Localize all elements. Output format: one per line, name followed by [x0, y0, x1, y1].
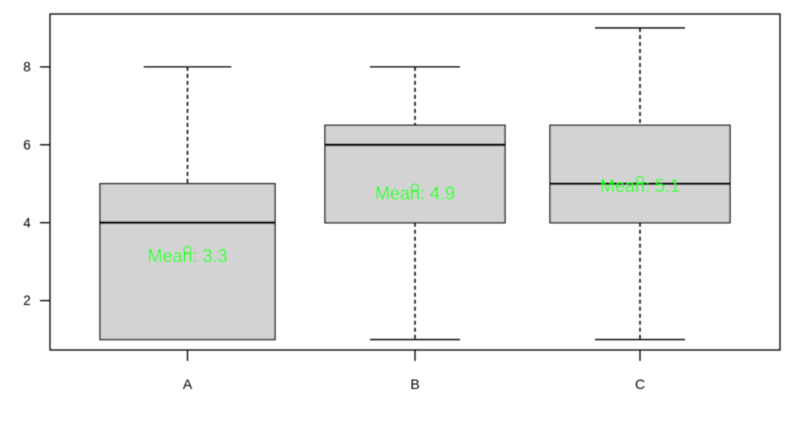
- svg-text:Mean: 5.1: Mean: 5.1: [600, 176, 680, 196]
- svg-text:4: 4: [23, 215, 31, 230]
- svg-text:Mean: 4.9: Mean: 4.9: [375, 184, 455, 204]
- svg-text:8: 8: [23, 60, 31, 75]
- svg-text:6: 6: [23, 137, 31, 152]
- svg-text:C: C: [635, 376, 645, 392]
- svg-text:Mean: 3.3: Mean: 3.3: [147, 246, 227, 266]
- svg-text:A: A: [183, 376, 193, 392]
- svg-text:B: B: [410, 376, 419, 392]
- svg-text:2: 2: [23, 293, 31, 308]
